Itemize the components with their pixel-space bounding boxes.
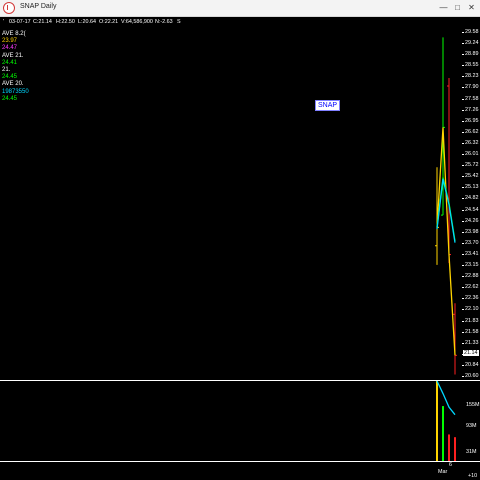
indicator-legend-item: 19873550 xyxy=(2,88,29,95)
indicator-legend-item: 23.97 xyxy=(2,38,18,45)
indicator-legend-item: AVE 21. xyxy=(2,52,24,59)
info-open: O:22.21 xyxy=(99,19,119,25)
price-tick-label: 25.42 xyxy=(462,173,479,180)
price-tick-label: 26.95 xyxy=(462,117,479,124)
minimize-button[interactable]: — xyxy=(439,3,448,12)
date-axis: 6 Mar +10 xyxy=(0,461,480,480)
info-low: L:20.64 xyxy=(78,19,96,25)
indicator-legend-item: AVE 8.2( xyxy=(2,31,26,37)
close-button[interactable]: ✕ xyxy=(468,3,475,12)
volume-tick-label: 155M xyxy=(466,402,480,408)
date-more[interactable]: +10 xyxy=(468,473,478,479)
price-tick-label: 29.24 xyxy=(462,40,479,47)
price-tick-label: 28.89 xyxy=(462,51,479,58)
price-tick-label: 26.32 xyxy=(462,139,479,146)
price-tick-label: 25.13 xyxy=(462,184,479,191)
indicator-legend-item: 24.47 xyxy=(2,45,18,52)
window-title: SNAP Daily xyxy=(20,3,57,10)
volume-tick-label: 93M xyxy=(466,423,477,429)
info-volume: V:64,586,900 xyxy=(121,19,153,25)
price-tick-label: 27.90 xyxy=(462,84,479,91)
price-tick-label: 20.60 xyxy=(462,373,479,379)
price-tick-label: 22.62 xyxy=(462,284,479,291)
pane-divider[interactable] xyxy=(0,380,480,381)
info-date: 03-07-17 xyxy=(9,19,31,25)
price-tick-label: 29.58 xyxy=(462,29,479,35)
indicator-legend-item: 21. xyxy=(2,67,11,73)
info-close: C:21.14 xyxy=(33,19,52,25)
indicator-legend-item: 24.45 xyxy=(2,74,18,81)
info-flag: S xyxy=(177,19,181,25)
price-tick-label: 26.01 xyxy=(462,151,479,158)
price-tick-label: 27.26 xyxy=(462,106,479,113)
maximize-button[interactable]: □ xyxy=(455,3,460,12)
price-tick-label: 23.70 xyxy=(462,239,479,246)
price-tick-label: 21.83 xyxy=(462,317,479,324)
price-axis[interactable]: 29.58 29.24 28.89 28.55 28.23 27.90 27.58 27.26… xyxy=(460,17,480,380)
price-tick-label: 27.58 xyxy=(462,95,479,102)
price-tick-label: 25.72 xyxy=(462,162,479,169)
price-tick-label: 21.58 xyxy=(462,328,479,335)
price-tick-label: 24.82 xyxy=(462,195,479,202)
symbol-badge[interactable]: SNAP xyxy=(315,100,341,111)
price-tick-label: 23.98 xyxy=(462,228,479,235)
price-tick-label: 28.23 xyxy=(462,73,479,80)
volume-average-line xyxy=(436,380,456,416)
price-tick-label: 22.10 xyxy=(462,306,479,313)
indicator-legend-item: 24.41 xyxy=(2,59,18,66)
price-tick-label: 20.84 xyxy=(462,361,479,368)
indicator-legend-item: 24.45 xyxy=(2,95,18,102)
info-marker: ' xyxy=(3,19,5,25)
quote-info-bar: ' 03-07-17 C:21.14 H:22.50 L:20.64 O:22.… xyxy=(0,17,480,27)
info-high: H:22.50 xyxy=(56,19,75,25)
close-line xyxy=(436,127,456,356)
price-tick-label: 28.55 xyxy=(462,62,479,69)
moving-average-line xyxy=(436,178,456,243)
date-day: 6 xyxy=(449,462,452,468)
price-volume-plot[interactable] xyxy=(0,17,480,480)
price-tick-label: 24.54 xyxy=(462,206,479,213)
price-tick-label: 22.88 xyxy=(462,273,479,280)
indicator-legend-item: AVE 20. xyxy=(2,81,24,88)
price-tick-label: 23.41 xyxy=(462,250,479,257)
app-logo-icon xyxy=(3,2,15,14)
price-tick-label: 26.62 xyxy=(462,128,479,135)
info-net: N:-2.63 xyxy=(155,19,173,25)
date-month: Mar xyxy=(438,469,448,475)
chart-panel[interactable]: ' 03-07-17 C:21.14 H:22.50 L:20.64 O:22.… xyxy=(0,17,480,480)
price-tick-label: 24.26 xyxy=(462,217,479,224)
price-tick-label: 23.15 xyxy=(462,262,479,269)
price-tick-label: 22.36 xyxy=(462,295,479,302)
title-bar[interactable]: SNAP Daily — □ ✕ xyxy=(0,0,480,17)
volume-tick-label: 31M xyxy=(466,449,477,455)
current-price-marker: 21.14 xyxy=(463,350,479,356)
price-tick-label: 21.33 xyxy=(462,339,479,346)
